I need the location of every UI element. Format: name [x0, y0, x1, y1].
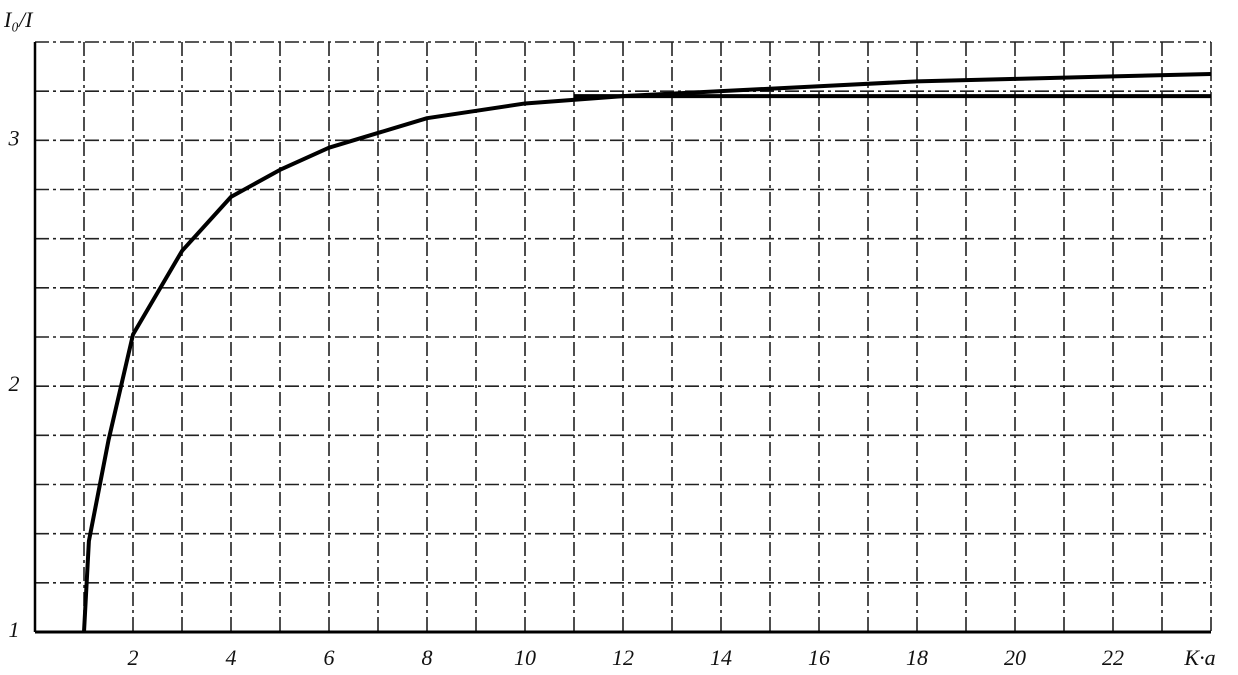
x-tick-label: 14: [710, 645, 732, 670]
y-tick-label: 1: [9, 617, 20, 642]
x-tick-label: 22: [1102, 645, 1124, 670]
x-tick-label: 20: [1004, 645, 1026, 670]
y-axis-label: I₀/I: [3, 7, 34, 32]
x-tick-label: 4: [226, 645, 237, 670]
x-tick-label: 2: [128, 645, 139, 670]
x-tick-label: 6: [324, 645, 335, 670]
x-axis-label: K·a: [1183, 645, 1215, 670]
x-tick-label: 18: [906, 645, 928, 670]
y-tick-label: 2: [9, 371, 20, 396]
data-line: [82, 71, 1212, 633]
x-tick-label: 10: [514, 645, 536, 670]
x-tick-label: 12: [612, 645, 634, 670]
x-tick-label: 16: [808, 645, 830, 670]
x-tick-label: 8: [422, 645, 433, 670]
y-tick-label: 3: [8, 125, 20, 150]
